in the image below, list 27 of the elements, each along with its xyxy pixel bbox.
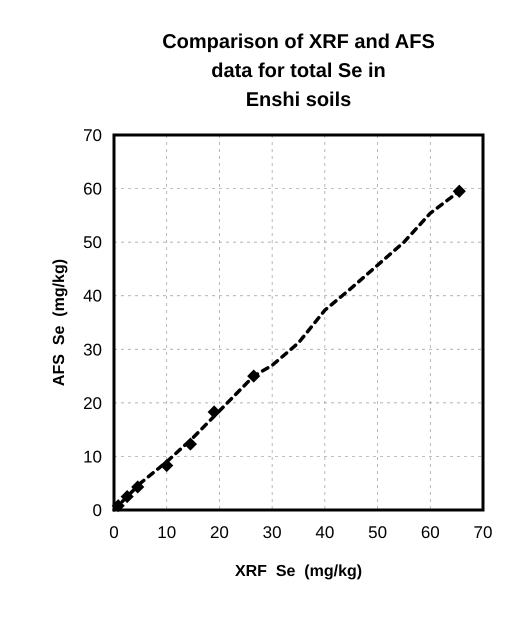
- point: [160, 458, 174, 472]
- y-tick-label: 60: [83, 180, 102, 199]
- point: [112, 499, 125, 512]
- y-axis-title: AFS Se (mg/kg): [51, 258, 68, 386]
- point: [131, 480, 144, 494]
- y-tick-label: 30: [83, 340, 102, 360]
- x-tick-label: 70: [474, 523, 492, 542]
- point: [247, 370, 260, 383]
- x-tick-label: 30: [262, 523, 282, 542]
- x-tick-label: 20: [210, 523, 229, 542]
- point: [184, 438, 198, 451]
- point: [208, 405, 221, 419]
- y-tick-label: 10: [83, 447, 102, 466]
- y-tick-label: 20: [83, 394, 102, 413]
- point: [452, 184, 466, 198]
- x-tick-label: 60: [420, 523, 440, 542]
- x-tick-label: 10: [157, 523, 176, 542]
- x-axis-title: XRF Se (mg/kg): [234, 563, 362, 580]
- x-tick-label: 0: [109, 523, 119, 542]
- chart-title: Comparison of XRF and AFS data for total Se in Enshi soils: [162, 31, 435, 111]
- y-tick-label: 0: [92, 501, 102, 520]
- x-tick-label: 40: [315, 523, 334, 542]
- y-tick-label: 70: [83, 126, 102, 145]
- y-tick-label: 50: [83, 233, 102, 252]
- y-tick-label: 40: [83, 286, 102, 306]
- x-tick-label: 50: [368, 523, 388, 542]
- point: [120, 490, 134, 504]
